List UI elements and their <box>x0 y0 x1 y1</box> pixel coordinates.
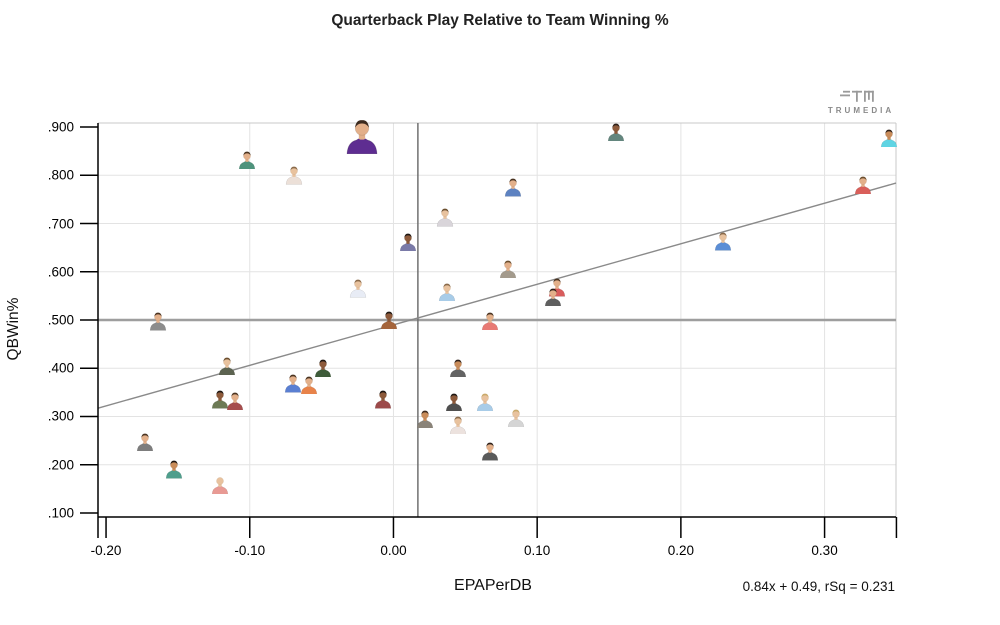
player-avatar-point[interactable] <box>148 312 168 331</box>
player-avatar-point[interactable] <box>283 374 303 393</box>
chart-title: Quarterback Play Relative to Team Winnin… <box>331 12 669 29</box>
x-tick-label: 0.30 <box>811 543 838 558</box>
y-tick-label: .700 <box>47 216 74 231</box>
player-avatar-point[interactable] <box>225 392 245 411</box>
x-axis-title: EPAPerDB <box>454 577 532 594</box>
player-avatar-point[interactable] <box>210 476 230 495</box>
trumedia-logo-icon <box>826 88 896 104</box>
y-tick-label: .500 <box>47 312 74 328</box>
player-avatar-point[interactable] <box>299 376 319 395</box>
player-avatar-point[interactable] <box>435 208 455 227</box>
player-avatar-point[interactable] <box>444 393 464 412</box>
player-avatar-point[interactable] <box>480 442 500 461</box>
x-tick-label: -0.20 <box>90 543 122 558</box>
player-avatar-point[interactable] <box>237 151 257 170</box>
y-tick-label: .800 <box>47 167 74 183</box>
player-avatar-point[interactable] <box>210 390 230 409</box>
x-tick-label: 0.20 <box>667 543 694 558</box>
player-avatar-point[interactable] <box>217 357 237 376</box>
player-avatar-point[interactable] <box>313 359 333 378</box>
player-avatar-point[interactable] <box>543 288 563 307</box>
player-avatar-point[interactable] <box>853 176 873 195</box>
regression-equation: 0.84x + 0.49, rSq = 0.231 <box>742 579 895 594</box>
x-tick-label: -0.10 <box>234 543 266 558</box>
player-avatar-point[interactable] <box>713 232 733 251</box>
x-tick-label: 0.10 <box>524 543 551 558</box>
player-avatar-point[interactable] <box>379 311 399 330</box>
player-avatar-point[interactable] <box>437 283 457 302</box>
player-avatar-point[interactable] <box>284 166 304 185</box>
x-tick-label: 0.00 <box>380 543 407 558</box>
player-avatar-point[interactable] <box>373 390 393 409</box>
player-avatar-point[interactable] <box>503 178 523 197</box>
player-avatar-point[interactable] <box>448 416 468 435</box>
player-avatar-point[interactable] <box>498 260 518 279</box>
player-avatar-point[interactable] <box>415 410 435 429</box>
player-avatar-point[interactable] <box>348 279 368 298</box>
player-avatar-point[interactable] <box>135 433 155 452</box>
player-avatar-point[interactable] <box>506 409 526 428</box>
player-avatar-point[interactable] <box>606 123 626 142</box>
player-avatar-point[interactable] <box>879 129 899 148</box>
player-avatar-point[interactable] <box>475 393 495 412</box>
player-avatar-point[interactable] <box>448 359 468 378</box>
y-tick-label: .400 <box>47 360 74 376</box>
player-avatar-point-highlighted[interactable] <box>343 119 381 155</box>
y-tick-label: .200 <box>47 457 74 473</box>
y-tick-label: .600 <box>47 264 74 280</box>
y-tick-label: .100 <box>47 505 74 521</box>
player-avatar-point[interactable] <box>398 233 418 252</box>
trumedia-logo: TRUMEDIA <box>826 88 896 115</box>
y-tick-label: .900 <box>47 119 74 135</box>
y-axis-title: QBWin% <box>5 297 22 361</box>
player-avatar-point[interactable] <box>480 312 500 331</box>
trumedia-logo-text: TRUMEDIA <box>827 106 895 115</box>
player-avatar-point[interactable] <box>164 460 184 479</box>
y-tick-label: .300 <box>47 408 74 424</box>
